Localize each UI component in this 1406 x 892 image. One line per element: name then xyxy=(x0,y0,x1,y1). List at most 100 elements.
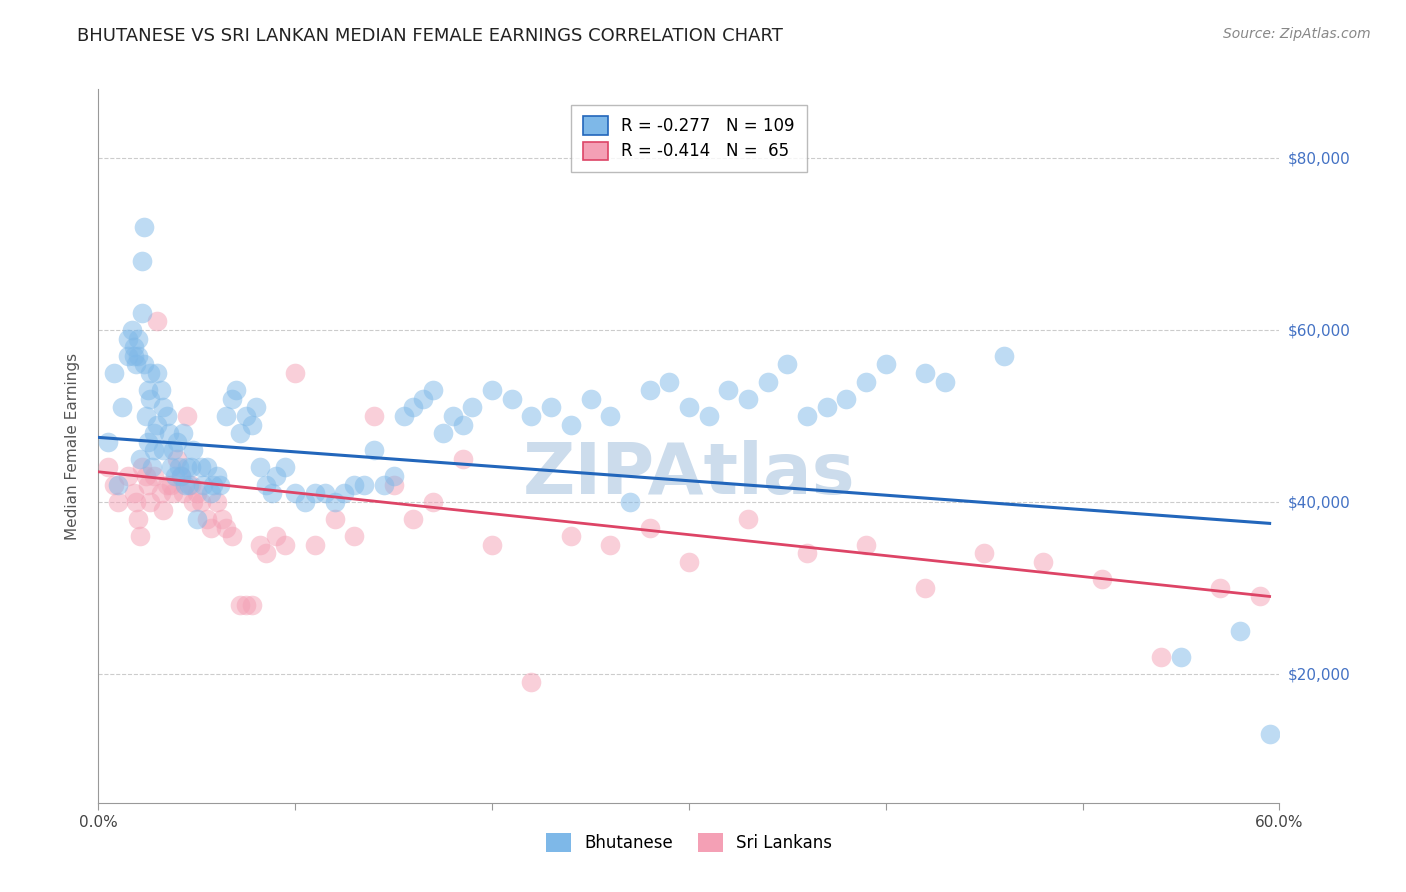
Point xyxy=(152,443,174,458)
Point xyxy=(422,495,444,509)
Point xyxy=(195,512,218,526)
Point xyxy=(200,486,222,500)
Point xyxy=(264,469,287,483)
Point xyxy=(540,401,562,415)
Point xyxy=(638,521,661,535)
Point xyxy=(451,451,474,466)
Point xyxy=(97,434,120,449)
Point xyxy=(215,521,238,535)
Point xyxy=(190,460,212,475)
Legend: Bhutanese, Sri Lankans: Bhutanese, Sri Lankans xyxy=(538,827,839,859)
Point xyxy=(697,409,720,423)
Point xyxy=(560,529,582,543)
Point xyxy=(363,443,385,458)
Point xyxy=(343,477,366,491)
Point xyxy=(274,538,297,552)
Point xyxy=(1209,581,1232,595)
Point xyxy=(560,417,582,432)
Point xyxy=(432,426,454,441)
Point xyxy=(353,477,375,491)
Point xyxy=(323,495,346,509)
Point xyxy=(240,598,263,612)
Point xyxy=(190,495,212,509)
Point xyxy=(138,392,160,406)
Point xyxy=(284,366,307,380)
Point xyxy=(737,512,759,526)
Point xyxy=(209,477,232,491)
Point xyxy=(165,469,187,483)
Point xyxy=(254,477,277,491)
Point xyxy=(835,392,858,406)
Point xyxy=(221,529,243,543)
Point xyxy=(235,598,257,612)
Point xyxy=(117,332,139,346)
Point xyxy=(1249,590,1271,604)
Point xyxy=(142,443,165,458)
Point xyxy=(186,512,208,526)
Point xyxy=(117,349,139,363)
Point xyxy=(160,460,183,475)
Point xyxy=(235,409,257,423)
Point xyxy=(284,486,307,500)
Point xyxy=(363,409,385,423)
Point xyxy=(128,451,150,466)
Point xyxy=(221,392,243,406)
Point xyxy=(240,417,263,432)
Point xyxy=(127,332,149,346)
Point xyxy=(152,401,174,415)
Point xyxy=(993,349,1015,363)
Point xyxy=(441,409,464,423)
Point xyxy=(501,392,523,406)
Point xyxy=(520,675,543,690)
Point xyxy=(181,443,204,458)
Point xyxy=(121,323,143,337)
Point xyxy=(146,417,169,432)
Point xyxy=(323,512,346,526)
Point xyxy=(254,546,277,560)
Point xyxy=(229,598,252,612)
Point xyxy=(211,512,233,526)
Point xyxy=(195,460,218,475)
Point xyxy=(166,434,188,449)
Point xyxy=(599,409,621,423)
Point xyxy=(122,340,145,354)
Point xyxy=(855,538,877,552)
Point xyxy=(152,503,174,517)
Point xyxy=(658,375,681,389)
Point xyxy=(141,460,163,475)
Point xyxy=(619,495,641,509)
Point xyxy=(103,366,125,380)
Point xyxy=(260,486,283,500)
Y-axis label: Median Female Earnings: Median Female Earnings xyxy=(65,352,80,540)
Point xyxy=(1150,649,1173,664)
Point xyxy=(157,426,180,441)
Point xyxy=(422,383,444,397)
Point xyxy=(225,383,247,397)
Point xyxy=(122,486,145,500)
Point xyxy=(176,409,198,423)
Point xyxy=(481,383,503,397)
Point xyxy=(717,383,740,397)
Point xyxy=(333,486,356,500)
Point xyxy=(136,477,159,491)
Point xyxy=(174,477,197,491)
Point xyxy=(172,486,194,500)
Point xyxy=(135,469,157,483)
Point xyxy=(156,477,179,491)
Point xyxy=(412,392,434,406)
Point xyxy=(249,538,271,552)
Point xyxy=(117,469,139,483)
Point xyxy=(520,409,543,423)
Point xyxy=(855,375,877,389)
Point xyxy=(107,477,129,491)
Point xyxy=(451,417,474,432)
Point xyxy=(1032,555,1054,569)
Point xyxy=(678,401,700,415)
Point xyxy=(249,460,271,475)
Point xyxy=(579,392,602,406)
Point xyxy=(180,477,202,491)
Point xyxy=(97,460,120,475)
Point xyxy=(156,409,179,423)
Point xyxy=(131,460,153,475)
Point xyxy=(131,306,153,320)
